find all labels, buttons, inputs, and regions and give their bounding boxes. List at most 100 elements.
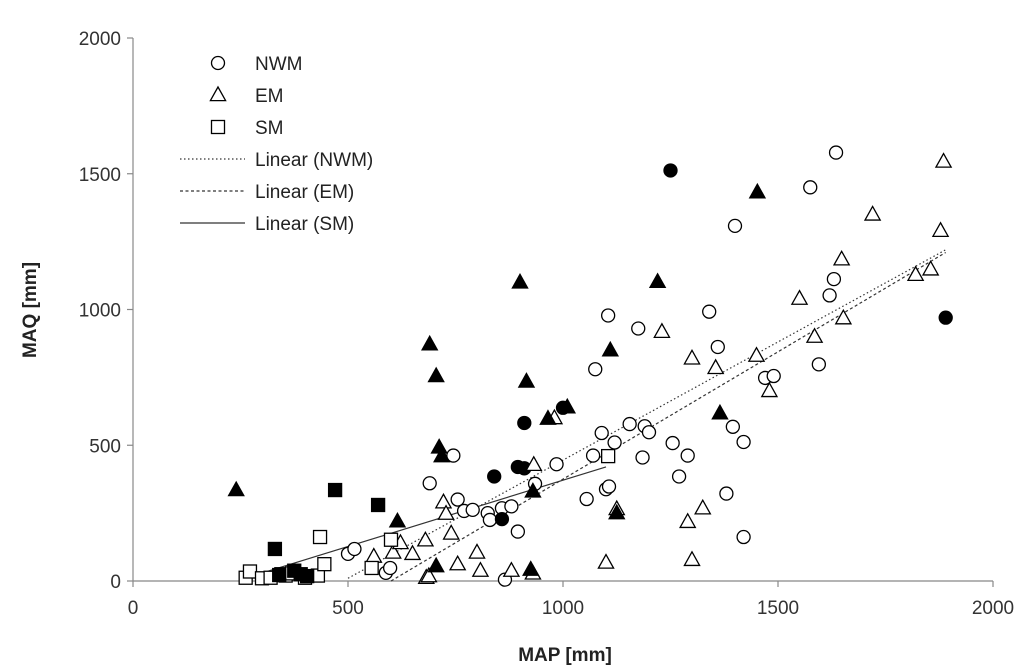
data-point bbox=[585, 448, 601, 463]
y-tick-label: 500 bbox=[89, 436, 121, 457]
data-point bbox=[635, 450, 650, 465]
data-point bbox=[558, 397, 577, 414]
data-point bbox=[327, 482, 343, 498]
legend-label: Linear (EM) bbox=[255, 182, 354, 203]
data-point bbox=[494, 511, 510, 527]
data-point bbox=[242, 564, 258, 579]
data-point bbox=[317, 557, 332, 572]
data-point bbox=[931, 221, 950, 238]
data-point bbox=[525, 455, 543, 472]
data-point bbox=[834, 308, 853, 325]
data-point bbox=[711, 403, 729, 420]
trendline bbox=[347, 249, 946, 579]
data-point bbox=[446, 448, 461, 463]
data-point bbox=[607, 435, 622, 450]
data-point bbox=[312, 529, 328, 545]
data-point bbox=[671, 469, 687, 484]
x-tick-label: 500 bbox=[332, 598, 364, 619]
data-point bbox=[694, 498, 712, 515]
data-point bbox=[422, 476, 437, 491]
data-point bbox=[678, 512, 697, 529]
data-point bbox=[727, 218, 743, 234]
data-point bbox=[736, 434, 751, 450]
data-point bbox=[601, 479, 617, 494]
data-point bbox=[588, 362, 603, 377]
data-point bbox=[416, 530, 435, 547]
data-point bbox=[706, 358, 725, 375]
data-point bbox=[227, 480, 245, 497]
data-point bbox=[766, 368, 781, 384]
y-tick-label: 1500 bbox=[79, 165, 121, 186]
data-point bbox=[906, 265, 925, 281]
data-point bbox=[822, 288, 837, 303]
data-point bbox=[437, 504, 455, 520]
data-point bbox=[549, 457, 564, 472]
data-point bbox=[601, 308, 616, 323]
data-point bbox=[826, 271, 842, 287]
y-tick-label: 1000 bbox=[79, 301, 121, 322]
x-axis-label: MAP [mm] bbox=[518, 645, 612, 666]
data-point bbox=[427, 366, 445, 383]
data-point bbox=[601, 448, 616, 464]
data-point bbox=[504, 499, 519, 514]
data-point bbox=[434, 492, 453, 509]
data-point bbox=[702, 304, 717, 319]
data-point bbox=[710, 339, 725, 355]
legend: NWM EM SM Linear (NWM) Linear (EM) Linear (SM… bbox=[180, 54, 373, 235]
legend-label: SM bbox=[255, 118, 284, 139]
data-point bbox=[680, 448, 695, 463]
data-point bbox=[524, 482, 542, 498]
data-points bbox=[227, 145, 953, 587]
data-point bbox=[465, 502, 480, 518]
data-point bbox=[517, 415, 532, 431]
data-point bbox=[539, 409, 557, 425]
data-point bbox=[403, 544, 422, 561]
data-point bbox=[683, 349, 701, 365]
data-point bbox=[522, 560, 540, 576]
data-point bbox=[384, 543, 402, 559]
y-tick-label: 2000 bbox=[79, 29, 121, 50]
data-point bbox=[450, 492, 465, 507]
data-point bbox=[622, 416, 637, 432]
axes: 0 500 1000 1500 2000 0 500 1000 1500 2000 bbox=[79, 29, 1014, 619]
data-point bbox=[811, 357, 826, 372]
data-point bbox=[511, 273, 529, 289]
data-point bbox=[736, 529, 751, 545]
data-point bbox=[383, 532, 399, 547]
data-point bbox=[388, 511, 407, 528]
legend-marker bbox=[209, 85, 227, 102]
data-point bbox=[608, 503, 626, 520]
data-point bbox=[665, 435, 680, 451]
trendline bbox=[390, 251, 947, 582]
data-point bbox=[482, 512, 498, 528]
data-point bbox=[433, 446, 451, 463]
data-point bbox=[653, 322, 671, 339]
data-point bbox=[594, 425, 609, 441]
data-point bbox=[299, 568, 315, 584]
data-point bbox=[748, 182, 767, 199]
data-point bbox=[648, 272, 667, 289]
data-point bbox=[597, 553, 615, 569]
data-point bbox=[803, 180, 818, 195]
x-tick-label: 2000 bbox=[972, 598, 1014, 619]
data-point bbox=[921, 259, 940, 276]
data-point bbox=[760, 381, 779, 398]
data-point bbox=[420, 334, 439, 351]
y-tick-label: 0 bbox=[110, 572, 121, 593]
data-point bbox=[420, 566, 438, 583]
data-point bbox=[934, 152, 953, 168]
data-point bbox=[502, 561, 521, 577]
data-point bbox=[510, 524, 525, 539]
data-point bbox=[832, 249, 851, 266]
trendline bbox=[240, 466, 607, 581]
data-point bbox=[790, 289, 809, 305]
legend-label: Linear (NWM) bbox=[255, 150, 373, 171]
data-point bbox=[272, 567, 287, 583]
x-tick-label: 1000 bbox=[542, 598, 584, 619]
data-point bbox=[267, 541, 283, 557]
data-point bbox=[442, 524, 460, 540]
data-point bbox=[938, 310, 953, 325]
legend-label: EM bbox=[255, 86, 284, 107]
data-point bbox=[370, 497, 386, 513]
